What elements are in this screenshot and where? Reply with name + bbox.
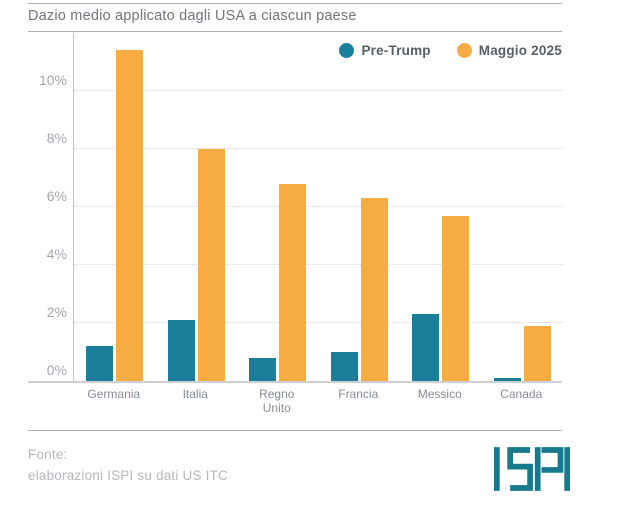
bar-group-canada	[493, 33, 551, 381]
legend-label: Pre-Trump	[361, 43, 431, 58]
bar-maggio-2025	[442, 215, 470, 381]
source-text: elaborazioni ISPI su dati US ITC	[28, 468, 228, 483]
bar-maggio-2025	[360, 198, 388, 381]
y-tick-label: 2%	[46, 304, 67, 320]
bar-pre-trump	[86, 346, 114, 381]
x-category-label: Canada	[500, 387, 543, 401]
bar-series	[74, 33, 563, 381]
bar-maggio-2025	[279, 183, 307, 381]
bar-group-messico	[412, 33, 470, 381]
bar-pre-trump	[167, 320, 195, 381]
title-divider	[28, 31, 562, 32]
gridline-6%	[74, 206, 563, 207]
bar-pre-trump	[493, 378, 521, 381]
x-category-label: Italia	[182, 387, 208, 401]
x-category-label: Francia	[338, 387, 379, 401]
top-divider	[28, 3, 562, 4]
gridline-10%	[74, 90, 563, 91]
footer-divider	[28, 430, 562, 431]
bar-group-regno-unito	[249, 33, 307, 381]
bar-group-francia	[330, 33, 388, 381]
legend-item-pre-trump: Pre-Trump	[339, 43, 431, 58]
chart-title: Dazio medio applicato dagli USA a ciascu…	[28, 8, 357, 24]
bar-maggio-2025	[523, 325, 551, 381]
bar-pre-trump	[249, 357, 277, 381]
legend-item-maggio-2025: Maggio 2025	[456, 43, 562, 58]
y-tick-label: 4%	[46, 246, 67, 262]
bar-group-germania	[86, 33, 144, 381]
x-category-label: Germania	[87, 387, 141, 401]
gridline-4%	[74, 264, 563, 265]
source-label: Fonte:	[28, 447, 68, 462]
y-tick-label: 6%	[46, 188, 67, 204]
legend-label: Maggio 2025	[478, 43, 562, 58]
bar-pre-trump	[330, 352, 358, 381]
x-category-label: Messico	[417, 387, 462, 401]
source-note: Fonte: elaborazioni ISPI su dati US ITC	[28, 444, 228, 486]
x-category-label: Regno Unito	[259, 387, 295, 415]
legend: Pre-Trump Maggio 2025	[339, 43, 562, 58]
bar-pre-trump	[412, 314, 440, 381]
maggio-2025-dot-icon	[456, 43, 472, 58]
bar-maggio-2025	[116, 50, 144, 381]
ispi-logo	[494, 447, 570, 491]
pre-trump-dot-icon	[339, 43, 355, 58]
y-tick-label: 10%	[38, 72, 67, 88]
bar-group-italia	[167, 33, 225, 381]
x-axis-baseline	[28, 381, 562, 383]
y-tick-label: 0%	[46, 362, 67, 378]
x-axis-labels: Germania Italia Regno Unito Francia Messico C…	[73, 387, 562, 415]
gridline-8%	[74, 148, 563, 149]
gridline-2%	[74, 322, 563, 323]
bar-maggio-2025	[197, 149, 225, 381]
y-tick-label: 8%	[46, 130, 67, 146]
y-axis: 0% 2% 4% 6% 8% 10%	[0, 33, 67, 381]
plot-area	[73, 33, 563, 381]
